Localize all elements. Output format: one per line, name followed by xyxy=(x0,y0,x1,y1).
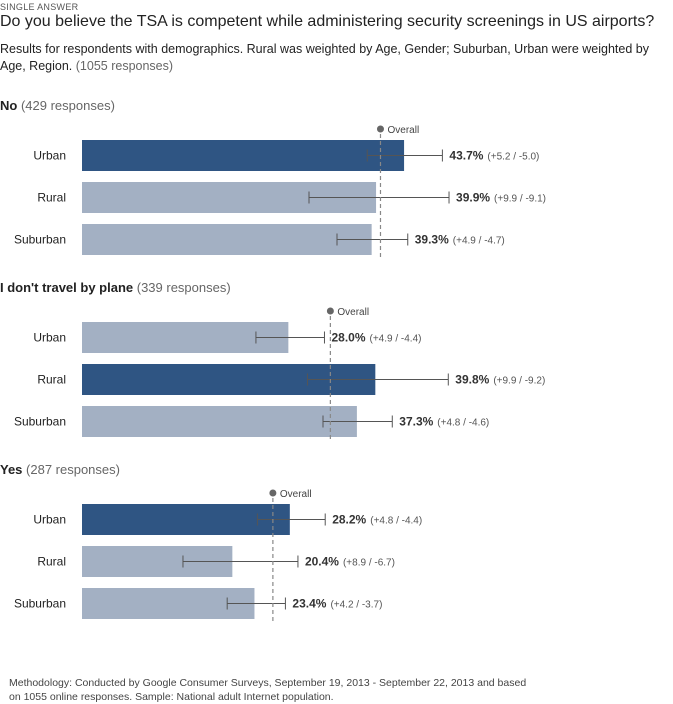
value-label: 39.9% xyxy=(456,191,490,205)
overall-marker xyxy=(269,489,277,497)
ci-label: (+4.8 / -4.6) xyxy=(437,418,489,429)
group-label-answer: I don't travel by plane xyxy=(0,280,137,295)
overall-marker xyxy=(326,307,334,315)
row-label: Urban xyxy=(33,513,66,527)
row-label: Rural xyxy=(37,373,66,387)
chart-title: Do you believe the TSA is competent whil… xyxy=(0,13,655,30)
value-label: 20.4% xyxy=(305,555,339,569)
value-label: 39.8% xyxy=(455,373,489,387)
row-label: Urban xyxy=(33,149,66,163)
overall-label: Overall xyxy=(337,307,369,318)
group-label: Yes (287 responses) xyxy=(0,462,120,477)
row-label: Rural xyxy=(37,555,66,569)
row-label: Suburban xyxy=(14,415,66,429)
row-label: Suburban xyxy=(14,597,66,611)
bar xyxy=(82,588,255,619)
value-label: 43.7% xyxy=(449,149,483,163)
ci-label: (+9.9 / -9.1) xyxy=(494,194,546,205)
value-label: 37.3% xyxy=(399,415,433,429)
row-label: Rural xyxy=(37,191,66,205)
ci-label: (+4.9 / -4.7) xyxy=(453,236,505,247)
ci-label: (+9.9 / -9.2) xyxy=(493,376,545,387)
chart-subtitle: Results for respondents with demographic… xyxy=(0,41,673,75)
group-label-count: (429 responses) xyxy=(21,98,115,113)
overall-marker xyxy=(376,125,384,133)
bar xyxy=(82,224,372,255)
group-label: No (429 responses) xyxy=(0,98,115,113)
question-type-label: SINGLE ANSWER xyxy=(0,2,79,12)
group-label-answer: Yes xyxy=(0,462,26,477)
total-responses: (1055 responses) xyxy=(75,59,174,73)
group-label-count: (339 responses) xyxy=(137,280,231,295)
bar-chart: No (429 responses) Urban 43.7% (+5.2 / -5.0… xyxy=(0,98,546,623)
ci-label: (+8.9 / -6.7) xyxy=(343,558,395,569)
ci-label: (+4.9 / -4.4) xyxy=(370,334,422,345)
subtitle-text: Results for respondents with demographic… xyxy=(0,42,649,73)
ci-label: (+4.8 / -4.4) xyxy=(370,516,422,527)
value-label: 39.3% xyxy=(415,233,449,247)
ci-label: (+4.2 / -3.7) xyxy=(330,600,382,611)
bar xyxy=(82,140,405,171)
row-label: Urban xyxy=(33,331,66,345)
value-label: 28.0% xyxy=(331,331,365,345)
bar xyxy=(82,322,289,353)
group-label-count: (287 responses) xyxy=(26,462,120,477)
overall-label: Overall xyxy=(387,125,419,136)
overall-label: Overall xyxy=(280,489,312,500)
methodology-note: Methodology: Conducted by Google Consume… xyxy=(9,677,527,703)
value-label: 28.2% xyxy=(332,513,366,527)
bar xyxy=(82,504,290,535)
group-label: I don't travel by plane (339 responses) xyxy=(0,280,231,295)
row-label: Suburban xyxy=(14,233,66,247)
value-label: 23.4% xyxy=(292,597,326,611)
group-label-answer: No xyxy=(0,98,21,113)
ci-label: (+5.2 / -5.0) xyxy=(487,152,539,163)
bar xyxy=(82,406,357,437)
